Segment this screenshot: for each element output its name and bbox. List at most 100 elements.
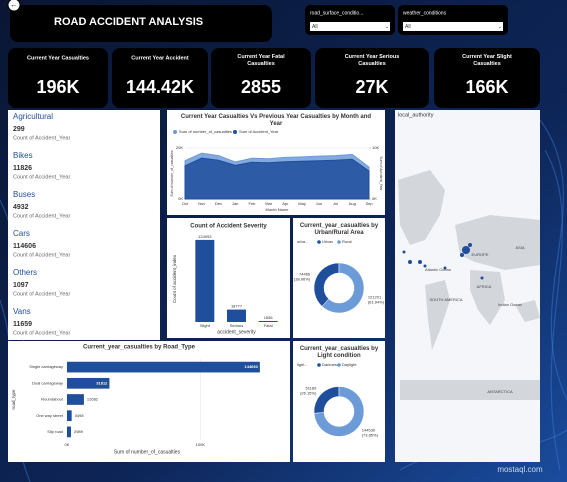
bar bbox=[227, 309, 246, 322]
slicer-dropdown[interactable] bbox=[310, 22, 390, 31]
bar bbox=[67, 426, 71, 438]
light-panel bbox=[293, 341, 385, 462]
vehicle-name: Others bbox=[13, 268, 37, 277]
legend-label: Sum of Accident_Year bbox=[239, 129, 279, 134]
bar bbox=[67, 377, 110, 389]
map-panel bbox=[395, 110, 540, 462]
x-tick-label: Fatal bbox=[264, 323, 273, 328]
kpi-card bbox=[112, 48, 208, 108]
chart-title: Current_year_casualties by Light conditio… bbox=[300, 346, 379, 359]
x-tick-label: May bbox=[298, 201, 306, 206]
y-axis-title: road_type bbox=[11, 389, 16, 410]
map-label: Indian Ocean bbox=[498, 302, 522, 307]
kpi-card bbox=[315, 48, 429, 108]
bar bbox=[67, 394, 84, 405]
chart-title: Count of Accident Severity bbox=[190, 224, 267, 230]
vehicle-name: Agricultural bbox=[13, 112, 53, 121]
area-series bbox=[184, 157, 370, 200]
data-label: 1556 bbox=[264, 315, 274, 320]
slicer-value: All bbox=[405, 24, 411, 30]
legend-label: Daylight bbox=[342, 362, 357, 367]
x-tick-label: Jul bbox=[333, 201, 338, 206]
slicer-caret: ⌄ bbox=[385, 24, 389, 30]
data-label: 144653 bbox=[245, 364, 259, 369]
y2-axis-title: Sum of Accident_Year bbox=[379, 156, 383, 191]
x-tick-label: Feb bbox=[248, 201, 256, 206]
urban-panel bbox=[293, 218, 385, 338]
chart-title: Current Year Casualties Vs Previous Year… bbox=[181, 114, 372, 127]
map-land bbox=[398, 170, 540, 400]
data-label: 74466 (38.06%) bbox=[294, 272, 311, 282]
x-axis-title: accident_severity bbox=[217, 329, 256, 335]
legend-label: Rural bbox=[342, 239, 352, 244]
kpi-value: 144.42K bbox=[126, 77, 194, 97]
legend-title: urba... bbox=[297, 239, 308, 244]
y-tick-label: Slip road bbox=[47, 429, 63, 434]
y-tick-label: Single carriageway bbox=[29, 364, 63, 369]
kpi-card bbox=[8, 48, 108, 108]
vehicle-measure: Count of Accident_Year bbox=[13, 252, 70, 258]
x-tick-label: Jun bbox=[316, 201, 322, 206]
vehicle-measure: Count of Accident_Year bbox=[13, 174, 70, 180]
vehicle-name: Cars bbox=[13, 229, 30, 238]
x-tick-label: Serious bbox=[230, 323, 244, 328]
legend-marker bbox=[233, 130, 237, 134]
slicer-label: weather_conditions bbox=[403, 10, 447, 16]
map-label: EUROPE bbox=[472, 252, 489, 257]
slicer-value: All bbox=[312, 24, 318, 30]
map-title: local_authority bbox=[398, 112, 434, 118]
back-button[interactable] bbox=[7, 0, 21, 12]
vehicle-value: 114606 bbox=[13, 243, 36, 250]
vehicle-panel bbox=[8, 110, 160, 340]
legend-title: light... bbox=[297, 362, 308, 367]
y-tick-label: One way street bbox=[36, 413, 64, 418]
legend-label: Darkness bbox=[322, 362, 339, 367]
y-tick-label: Dual carriageway bbox=[32, 380, 63, 385]
donut-segment bbox=[321, 262, 365, 314]
kpi-card bbox=[434, 48, 540, 108]
chart-title: Current_year_casualties by Urban/Rural Ar… bbox=[300, 223, 379, 236]
y-tick-label: 0K bbox=[178, 196, 183, 201]
y-tick-label: 20K bbox=[176, 145, 183, 150]
title-box bbox=[10, 5, 272, 42]
kpi-value: 2855 bbox=[241, 77, 281, 97]
map-label: ANTARCTICA bbox=[487, 389, 513, 394]
legend-marker bbox=[317, 363, 321, 367]
y-axis-title: Count of accident_index bbox=[172, 254, 177, 303]
x-tick-label: Dec bbox=[215, 201, 222, 206]
data-label: 31812 bbox=[96, 380, 108, 385]
slicer-label: road_surface_conditio... bbox=[310, 10, 363, 16]
kpi-label: Current Year Serious Casualties bbox=[345, 54, 400, 67]
kpi-label: Current Year Accident bbox=[131, 55, 189, 61]
donut-segment bbox=[313, 386, 365, 437]
data-label: 12682 bbox=[87, 397, 99, 402]
map-label: ASIA bbox=[515, 245, 524, 250]
vehicle-name: Bikes bbox=[13, 151, 33, 160]
slicer-dropdown[interactable] bbox=[403, 22, 503, 31]
back-icon: ← bbox=[10, 0, 18, 9]
y-axis-title: Sum of number_of_casualties bbox=[170, 150, 174, 197]
x-axis-title: Month Name bbox=[266, 207, 290, 212]
data-label: 3498 bbox=[75, 413, 85, 418]
map-label: SOUTH AMERICA bbox=[429, 297, 462, 302]
x-tick-label: Nov bbox=[198, 201, 205, 206]
x-tick-label: 100K bbox=[196, 442, 206, 447]
y2-tick-label: 10K bbox=[372, 145, 379, 150]
map-dots bbox=[402, 243, 484, 280]
vehicle-measure: Count of Accident_Year bbox=[13, 135, 70, 141]
x-tick-label: Aug bbox=[349, 201, 356, 206]
legend-label: Sum of number_of_casualties bbox=[179, 129, 232, 134]
kpi-value: 27K bbox=[355, 77, 388, 97]
y-tick-label: Roundabout bbox=[41, 397, 64, 402]
legend-marker bbox=[337, 363, 341, 367]
slicer-caret: ⌄ bbox=[498, 24, 502, 30]
vehicle-value: 11826 bbox=[13, 165, 32, 172]
legend-marker bbox=[173, 130, 177, 134]
data-label: 124093 bbox=[198, 234, 212, 239]
vehicle-value: 4932 bbox=[13, 204, 29, 211]
legend-marker bbox=[337, 240, 341, 244]
vehicle-name: Vans bbox=[13, 307, 31, 316]
vehicle-measure: Count of Accident_Year bbox=[13, 330, 70, 336]
